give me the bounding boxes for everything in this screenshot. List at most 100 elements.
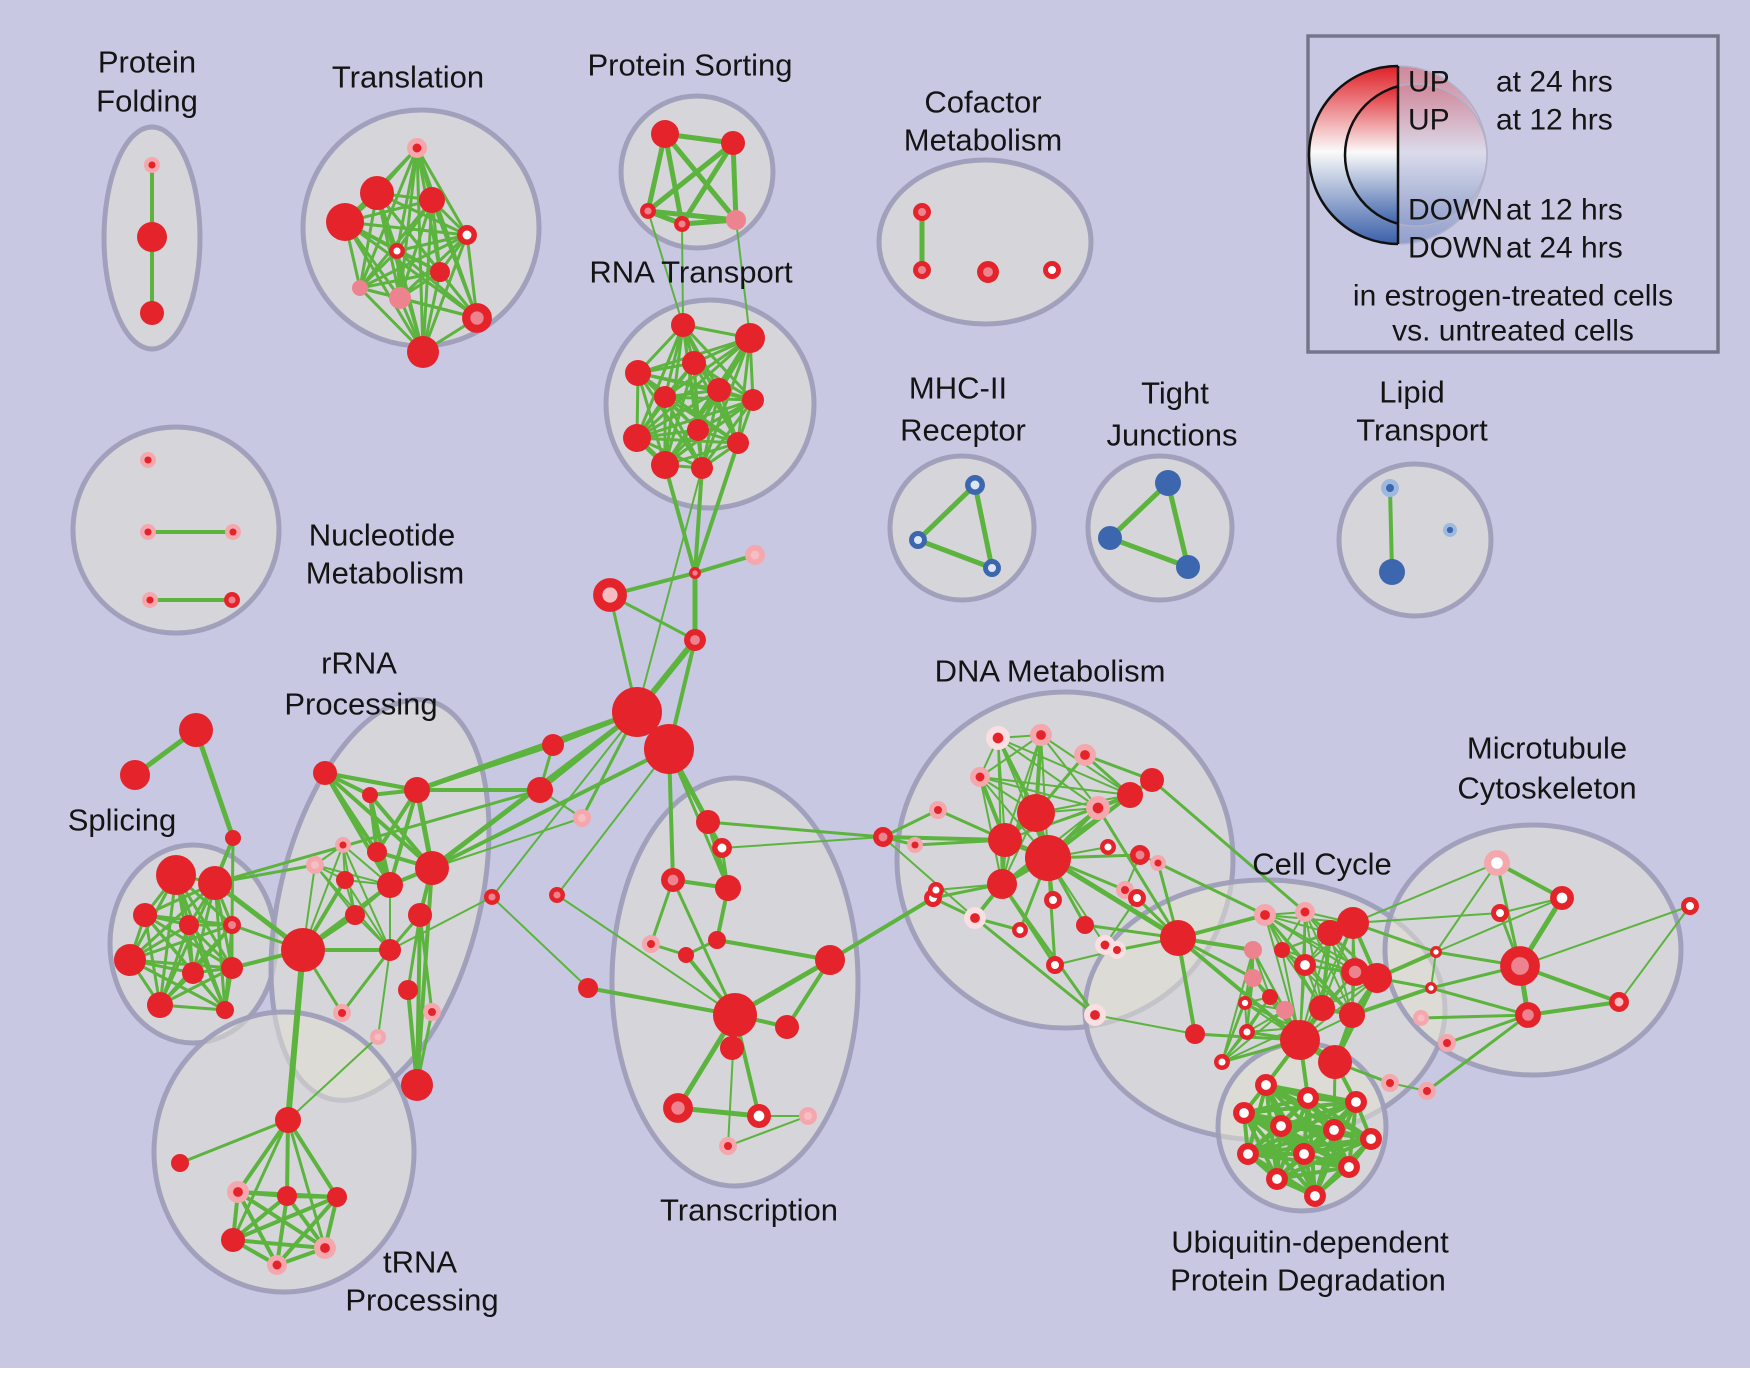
- edge: [1045, 855, 1181, 941]
- edge: [323, 771, 434, 870]
- node-p1: [873, 827, 893, 847]
- cluster-ellipse-mhc-ii-receptor: [887, 453, 1037, 603]
- node-r11: [415, 851, 449, 885]
- edge: [1302, 1137, 1373, 1156]
- cluster-label-lipid-transport-0: Lipid: [1379, 375, 1445, 410]
- node-d7: [1017, 794, 1055, 832]
- node-d11: [907, 837, 923, 853]
- node-u6: [1360, 1128, 1382, 1150]
- edge: [286, 1118, 327, 1250]
- node-cc0: [1254, 904, 1276, 926]
- node-r9: [345, 905, 365, 925]
- node-nm2: [225, 524, 241, 540]
- legend-up-12-label: UP: [1408, 104, 1450, 137]
- node-m5: [1425, 982, 1437, 994]
- node-x0: [1381, 1074, 1399, 1092]
- node-u3: [1233, 1102, 1255, 1124]
- cluster-label-ubiquitin-degradation-1: Protein Degradation: [1170, 1263, 1446, 1298]
- node-d15: [1012, 922, 1028, 938]
- edge: [730, 140, 739, 223]
- node-t9: [462, 303, 492, 333]
- node-rt7: [623, 424, 651, 452]
- cluster-ellipse-lipid-transport: [1336, 461, 1494, 619]
- cluster-label-tight-junctions-0: Tight: [1141, 376, 1209, 411]
- cluster-label-dna-metabolism-0: DNA Metabolism: [935, 654, 1166, 689]
- legend-down-24-label: DOWN: [1408, 232, 1503, 265]
- node-cc17: [1214, 1054, 1230, 1070]
- cluster-label-trna-processing-0: tRNA: [383, 1245, 457, 1280]
- edge: [421, 233, 469, 354]
- node-r7: [377, 872, 403, 898]
- node-c3: [684, 629, 706, 651]
- edge: [663, 463, 697, 575]
- node-tr6: [678, 947, 694, 963]
- edge: [358, 249, 399, 290]
- edge: [727, 1115, 809, 1147]
- edge: [1107, 535, 1191, 570]
- edge: [358, 270, 442, 290]
- cluster-label-nucleotide-metabolism-0: Nucleotide: [309, 518, 455, 553]
- node-cc3: [1337, 907, 1369, 939]
- node-h3: [527, 777, 553, 803]
- edge: [213, 881, 227, 1012]
- legend-footer-1: in estrogen-treated cells: [1353, 280, 1673, 313]
- edge: [1445, 1013, 1530, 1045]
- legend-circle-solid-half: [1307, 64, 1398, 246]
- cluster-label-rrna-processing-1: Processing: [284, 687, 437, 722]
- edge: [700, 398, 755, 470]
- node-cc13: [1309, 995, 1335, 1021]
- edge: [721, 836, 884, 849]
- edge: [285, 947, 306, 1123]
- edge: [143, 913, 162, 1007]
- node-cc2: [1317, 920, 1343, 946]
- node-m6: [1413, 1010, 1429, 1026]
- node-d25: [1108, 941, 1126, 959]
- edge: [556, 748, 670, 896]
- node-ps0: [651, 120, 679, 148]
- node-sp3: [179, 915, 199, 935]
- edge: [1150, 778, 1307, 914]
- edge: [715, 938, 832, 962]
- node-d27: [1185, 1024, 1205, 1044]
- node-d26: [1084, 1004, 1106, 1026]
- node-tr9: [713, 993, 757, 1037]
- node-r8: [408, 903, 432, 927]
- edge: [395, 233, 469, 253]
- cluster-label-microtubule-cytoskeleton-0: Microtubule: [1467, 731, 1627, 766]
- node-u4: [1270, 1115, 1292, 1137]
- node-tn3: [277, 1186, 297, 1206]
- node-mh1: [909, 531, 927, 549]
- edge: [915, 537, 995, 571]
- edge: [973, 916, 1097, 1017]
- cluster-label-tight-junctions-1: Junctions: [1107, 418, 1238, 453]
- edge: [636, 467, 703, 713]
- edge: [979, 734, 1042, 778]
- node-d1: [1030, 724, 1052, 746]
- node-cc15: [1239, 1024, 1255, 1040]
- legend-footer-2: vs. untreated cells: [1392, 315, 1634, 348]
- edge: [342, 844, 391, 951]
- edge: [430, 747, 671, 870]
- node-rt10: [651, 451, 679, 479]
- node-m1: [1550, 886, 1574, 910]
- node-d20: [1130, 845, 1150, 865]
- bottom-margin: [0, 1368, 1750, 1376]
- edge: [881, 808, 940, 839]
- node-rt2: [625, 360, 651, 386]
- edge: [997, 737, 1003, 885]
- node-u2: [1345, 1091, 1367, 1113]
- edge: [1352, 912, 1501, 924]
- cluster-label-cofactor-metabolism-1: Metabolism: [904, 123, 1063, 158]
- edge: [275, 1194, 289, 1267]
- node-cc4: [1244, 941, 1262, 959]
- edge: [679, 140, 736, 227]
- node-t3: [326, 203, 364, 241]
- node-rt4: [707, 378, 731, 402]
- cluster-label-splicing-0: Splicing: [68, 803, 177, 838]
- node-sp7: [221, 957, 243, 979]
- edge: [1430, 951, 1437, 989]
- node-d12: [928, 882, 944, 898]
- edge: [1352, 862, 1498, 924]
- legend: UP at 24 hrs UP at 12 hrs DOWN at 12 hrs…: [1306, 34, 1720, 354]
